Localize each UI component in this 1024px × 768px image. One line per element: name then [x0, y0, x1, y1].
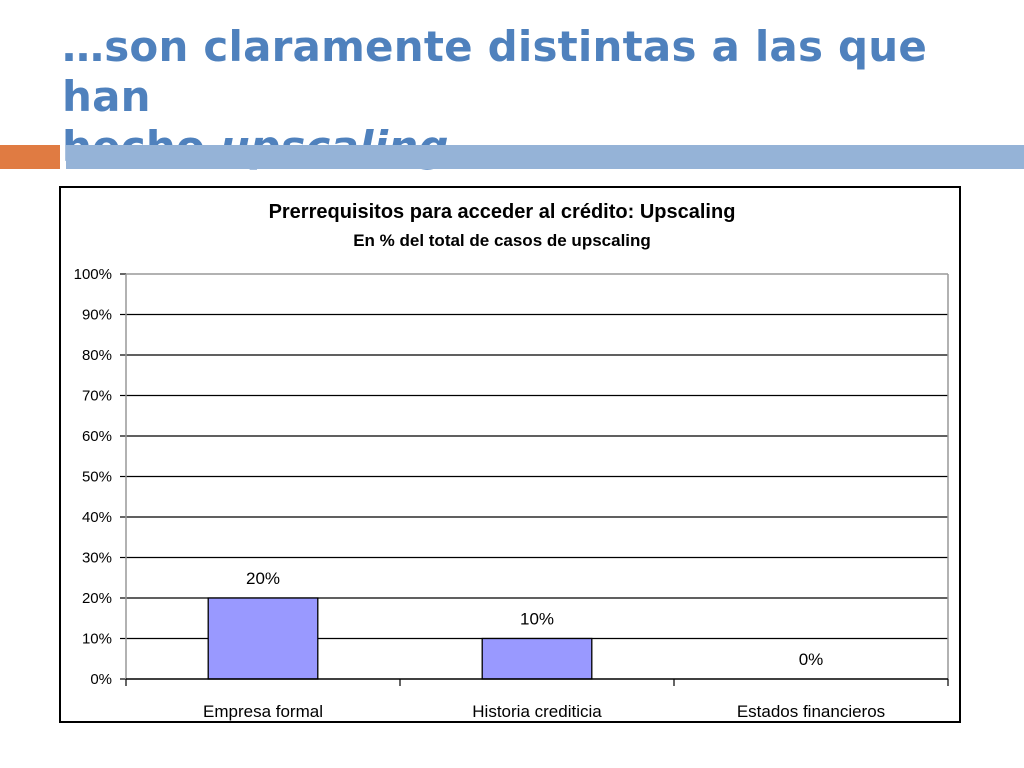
bar — [481, 637, 593, 680]
y-tick-label: 70% — [82, 388, 112, 405]
data-label: 20% — [246, 569, 280, 588]
x-tick-label: Historia crediticia — [472, 702, 602, 721]
slide-title-line1: …son claramente distintas a las que han — [62, 22, 928, 121]
x-tick-label: Empresa formal — [203, 702, 323, 721]
y-tick-label: 30% — [82, 550, 112, 567]
slide-title: …son claramente distintas a las que han … — [62, 22, 1002, 172]
chart-container: Prerrequisitos para acceder al crédito: … — [59, 186, 961, 723]
bar-chart: Prerrequisitos para acceder al crédito: … — [74, 201, 949, 721]
y-tick-label: 60% — [82, 428, 112, 445]
y-tick-label: 20% — [82, 590, 112, 607]
axes — [125, 274, 949, 680]
data-labels: 20% 10% 0% — [246, 569, 823, 669]
y-tick-label: 0% — [90, 671, 112, 688]
bars — [207, 597, 593, 680]
x-tick-label: Estados financieros — [737, 702, 885, 721]
y-tick-label: 50% — [82, 469, 112, 486]
y-tick-label: 10% — [82, 631, 112, 648]
accent-bar-blue — [66, 145, 1024, 169]
chart-subtitle: En % del total de casos de upscaling — [353, 231, 651, 250]
y-tick-label: 40% — [82, 509, 112, 526]
x-axis-ticks: Empresa formal Historia crediticia Estados… — [125, 679, 949, 721]
y-tick-label: 80% — [82, 347, 112, 364]
data-label: 0% — [799, 650, 824, 669]
y-tick-label: 100% — [74, 266, 112, 283]
chart-title: Prerrequisitos para acceder al crédito: … — [269, 201, 736, 223]
data-label: 10% — [520, 610, 554, 629]
y-tick-label: 90% — [82, 307, 112, 324]
bar — [207, 597, 319, 680]
y-axis-ticks: 0% 10% 20% 30% 40% 50% 60% 70% 80% 90% 100% — [74, 266, 126, 688]
accent-bar-orange — [0, 145, 60, 169]
